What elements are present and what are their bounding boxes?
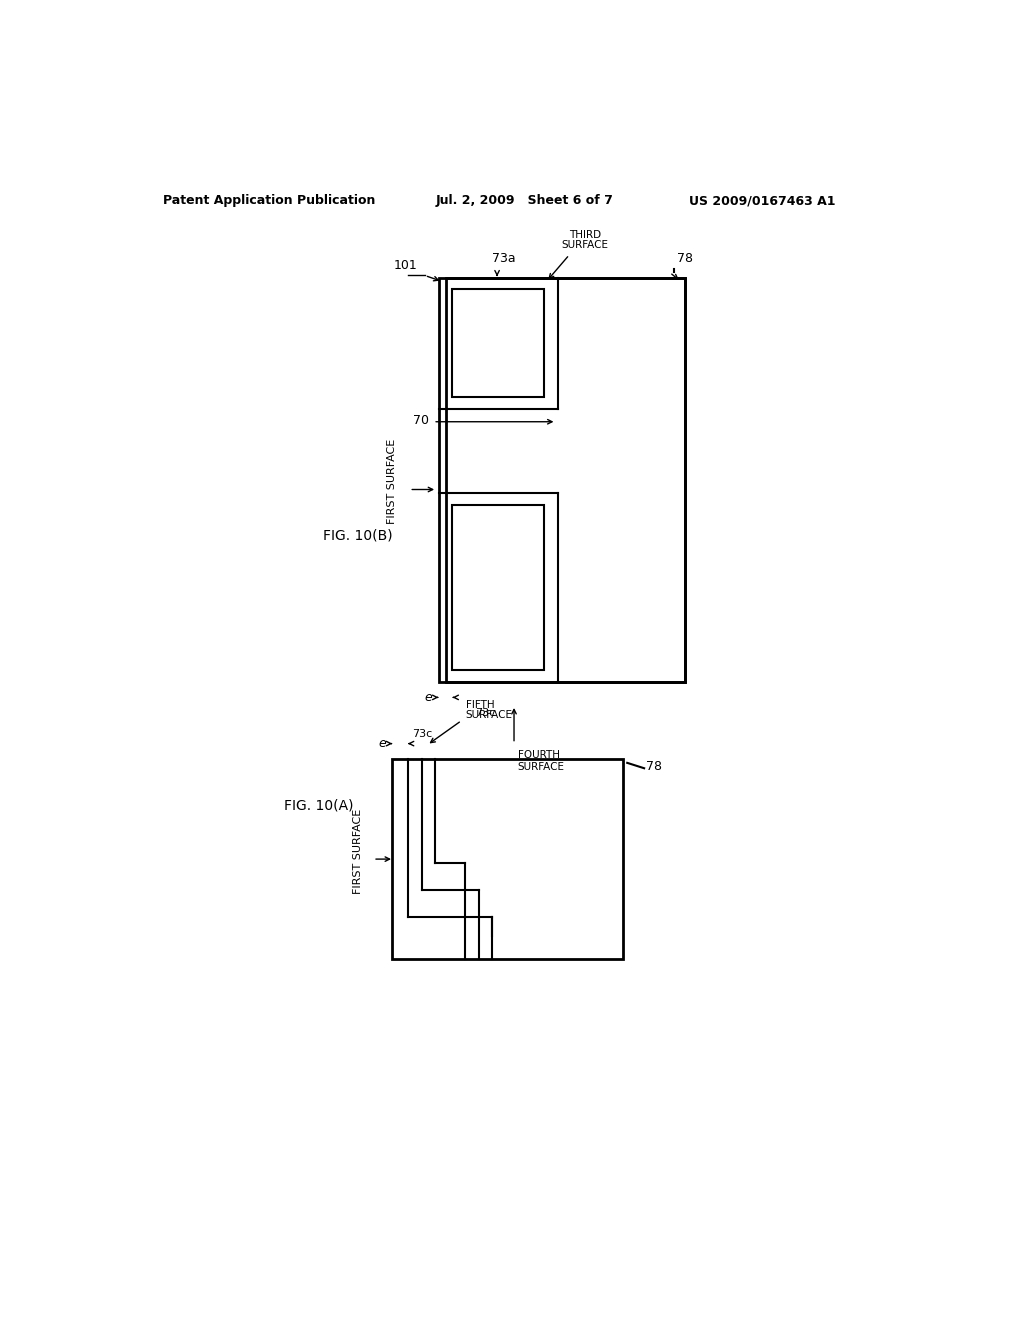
Bar [446, 277, 685, 682]
Text: US 2009/0167463 A1: US 2009/0167463 A1 [689, 194, 836, 207]
Text: e: e [379, 737, 386, 750]
Text: Jul. 2, 2009   Sheet 6 of 7: Jul. 2, 2009 Sheet 6 of 7 [436, 194, 613, 207]
Text: 73a: 73a [493, 252, 516, 264]
Text: FIFTH: FIFTH [466, 700, 495, 710]
Text: 70: 70 [414, 413, 429, 426]
Text: THIRD: THIRD [568, 231, 601, 240]
Text: 73c: 73c [412, 730, 432, 739]
Text: FIRST SURFACE: FIRST SURFACE [387, 440, 397, 524]
Text: SURFACE: SURFACE [518, 762, 565, 772]
Text: e: e [425, 690, 432, 704]
Text: FOURTH: FOURTH [518, 750, 560, 760]
Bar [438, 277, 685, 682]
Text: 101: 101 [393, 259, 417, 272]
Text: SURFACE: SURFACE [466, 710, 512, 721]
Bar [453, 506, 544, 671]
Text: FIRST SURFACE: FIRST SURFACE [352, 809, 362, 894]
Text: Patent Application Publication: Patent Application Publication [163, 194, 376, 207]
Bar [453, 289, 544, 397]
Text: 78: 78 [646, 760, 663, 774]
Text: FIG. 10(B): FIG. 10(B) [323, 529, 392, 543]
Text: 73c: 73c [475, 708, 496, 718]
Text: SURFACE: SURFACE [561, 240, 608, 251]
Bar [392, 759, 624, 960]
Text: FIG. 10(A): FIG. 10(A) [285, 799, 354, 812]
Text: 78: 78 [677, 252, 693, 264]
